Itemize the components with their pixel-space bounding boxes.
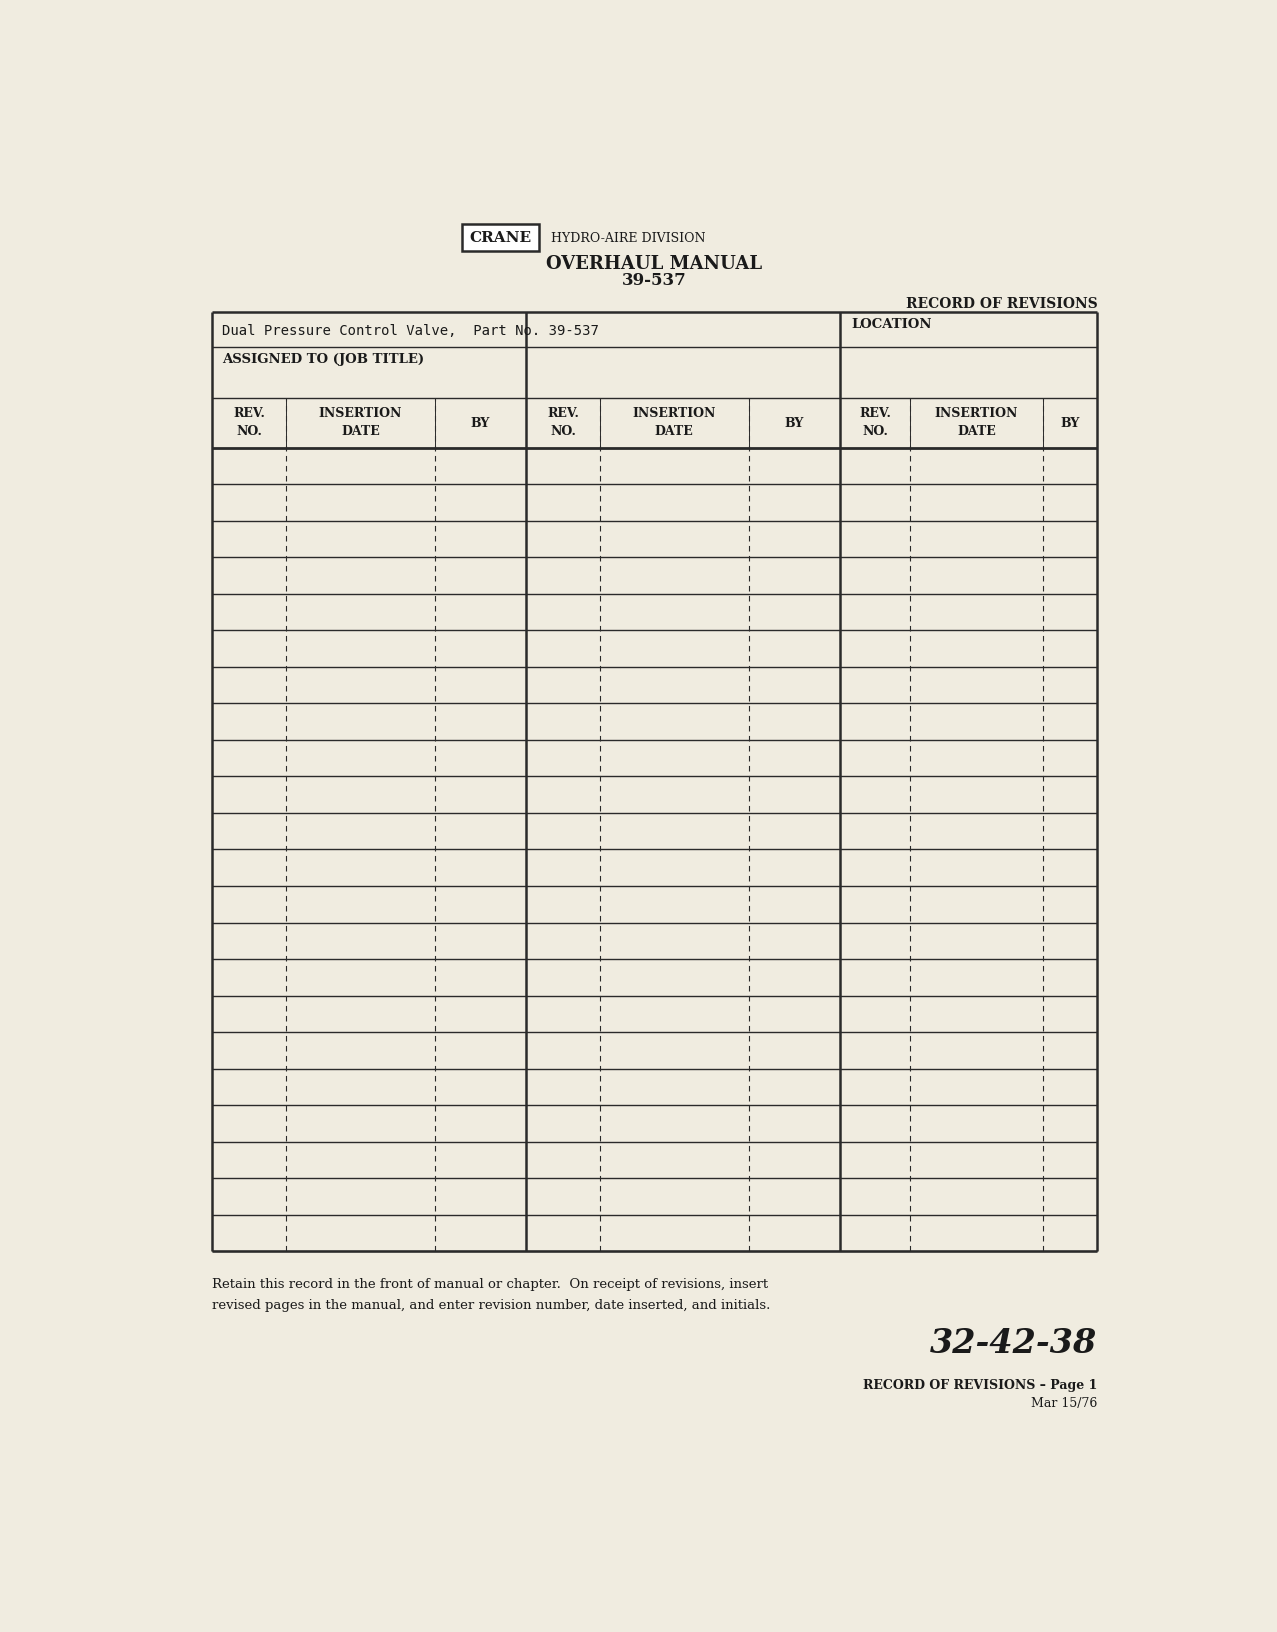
Text: 39-537: 39-537: [622, 273, 687, 289]
Text: LOCATION: LOCATION: [852, 318, 932, 330]
Text: REV.: REV.: [547, 406, 578, 419]
Text: REV.: REV.: [859, 406, 891, 419]
Text: BY: BY: [784, 418, 805, 431]
Text: HYDRO-AIRE DIVISION: HYDRO-AIRE DIVISION: [550, 232, 705, 245]
Text: INSERTION: INSERTION: [632, 406, 716, 419]
Text: RECORD OF REVISIONS: RECORD OF REVISIONS: [905, 297, 1097, 310]
Text: DATE: DATE: [341, 424, 379, 437]
Text: CRANE: CRANE: [470, 232, 531, 245]
Text: REV.: REV.: [234, 406, 266, 419]
Text: ASSIGNED TO (JOB TITLE): ASSIGNED TO (JOB TITLE): [222, 353, 424, 366]
Text: RECORD OF REVISIONS – Page 1: RECORD OF REVISIONS – Page 1: [863, 1379, 1097, 1390]
Text: BY: BY: [471, 418, 490, 431]
Text: INSERTION: INSERTION: [935, 406, 1018, 419]
Text: DATE: DATE: [956, 424, 996, 437]
Text: Dual Pressure Control Valve,  Part No. 39-537: Dual Pressure Control Valve, Part No. 39…: [222, 323, 599, 338]
Text: 32-42-38: 32-42-38: [930, 1325, 1097, 1359]
Text: Mar 15/76: Mar 15/76: [1031, 1395, 1097, 1408]
Text: NO.: NO.: [236, 424, 262, 437]
Text: DATE: DATE: [655, 424, 693, 437]
Text: INSERTION: INSERTION: [319, 406, 402, 419]
Text: NO.: NO.: [550, 424, 576, 437]
FancyBboxPatch shape: [462, 225, 539, 251]
Text: OVERHAUL MANUAL: OVERHAUL MANUAL: [547, 255, 762, 273]
Text: NO.: NO.: [862, 424, 888, 437]
Text: Retain this record in the front of manual or chapter.  On receipt of revisions, : Retain this record in the front of manua…: [212, 1276, 771, 1310]
Text: BY: BY: [1061, 418, 1080, 431]
